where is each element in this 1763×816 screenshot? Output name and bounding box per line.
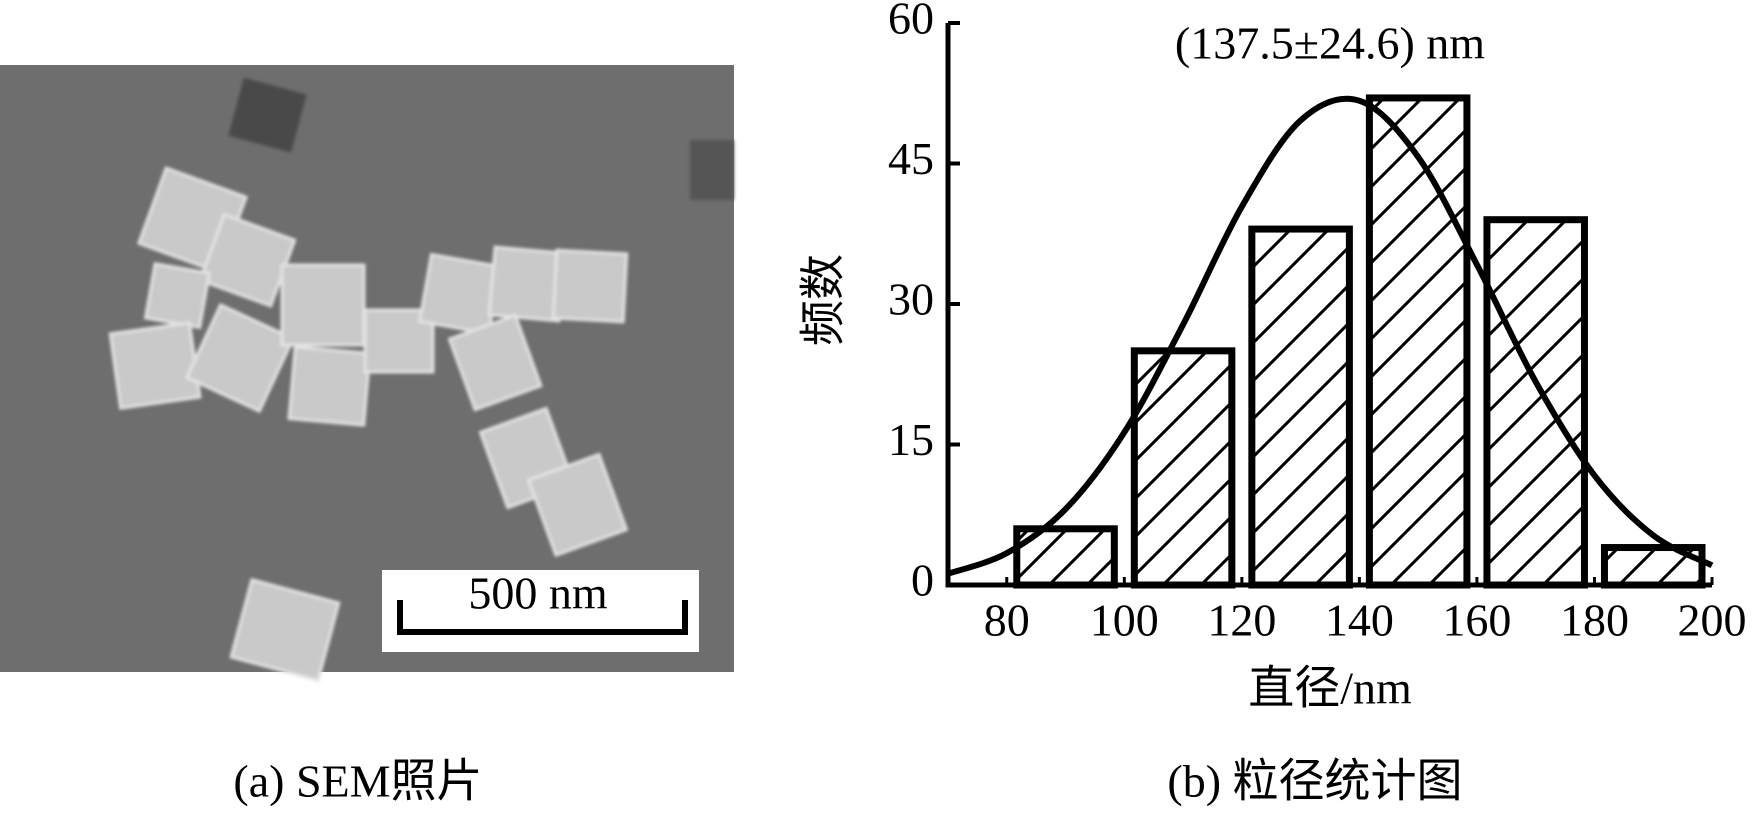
sem-image: 500 nm	[0, 65, 734, 683]
x-tick-label: 140	[1325, 595, 1394, 646]
x-tick-label: 160	[1442, 595, 1511, 646]
y-tick-label: 60	[888, 0, 934, 44]
bar	[1483, 216, 1588, 589]
annotation: (137.5±24.6) nm	[1175, 18, 1485, 69]
x-tick-label: 80	[984, 595, 1030, 646]
axes	[945, 23, 1712, 588]
bar	[1365, 94, 1471, 589]
x-tick-label: 100	[1090, 595, 1159, 646]
y-tick-label: 15	[888, 414, 934, 465]
x-tick-label: 120	[1207, 595, 1276, 646]
y-tick-label: 45	[888, 133, 934, 184]
y-tick-label: 0	[911, 555, 934, 606]
fit-curve	[947, 95, 1714, 577]
x-axis-label: 直径/nm	[1248, 663, 1412, 714]
bar	[1248, 225, 1353, 589]
x-tick-label: 200	[1678, 595, 1747, 646]
y-axis-label: 频数	[798, 254, 849, 346]
x-tick-label: 180	[1560, 595, 1629, 646]
panel-caption: (b) 粒径统计图	[1167, 756, 1462, 807]
panel-caption: (a) SEM照片	[233, 756, 482, 807]
scale-bar-label: 500 nm	[468, 568, 608, 619]
bar	[1600, 544, 1706, 589]
y-tick-label: 30	[888, 274, 934, 325]
